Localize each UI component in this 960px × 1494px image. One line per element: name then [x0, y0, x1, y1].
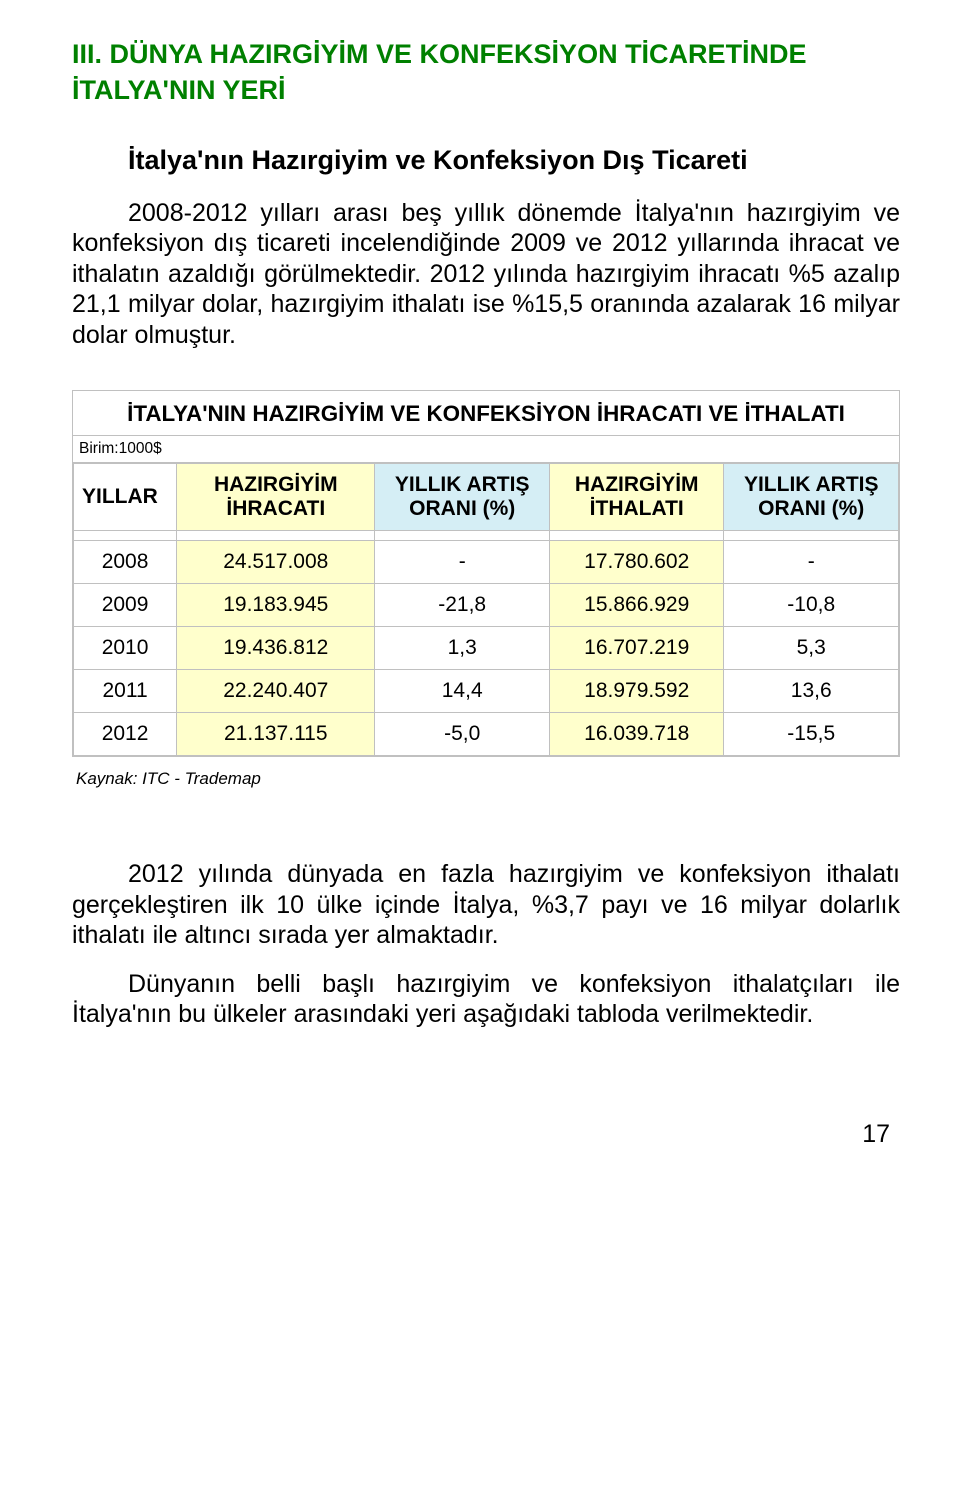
cell-exports: 22.240.407 [177, 670, 375, 713]
cell-growth1: - [375, 541, 550, 584]
cell-exports: 24.517.008 [177, 541, 375, 584]
table-body: 2008 24.517.008 - 17.780.602 - 2009 19.1… [74, 541, 899, 756]
cell-growth2: - [724, 541, 899, 584]
cell-growth1: -21,8 [375, 584, 550, 627]
paragraph-1: 2008-2012 yılları arası beş yıllık dönem… [72, 198, 900, 351]
cell-exports: 19.436.812 [177, 627, 375, 670]
trade-table-container: İTALYA'NIN HAZIRGİYİM VE KONFEKSİYON İHR… [72, 390, 900, 757]
table-title: İTALYA'NIN HAZIRGİYİM VE KONFEKSİYON İHR… [73, 391, 899, 436]
subsection-heading: İtalya'nın Hazırgiyim ve Konfeksiyon Dış… [72, 145, 900, 176]
col-header-growth2: YILLIK ARTIŞ ORANI (%) [724, 464, 899, 531]
cell-growth2: -15,5 [724, 713, 899, 756]
cell-growth2: 5,3 [724, 627, 899, 670]
table-unit-label: Birim:1000$ [73, 436, 222, 463]
paragraph-3: Dünyanın belli başlı hazırgiyim ve konfe… [72, 969, 900, 1030]
cell-imports: 17.780.602 [549, 541, 724, 584]
table-row: 2011 22.240.407 14,4 18.979.592 13,6 [74, 670, 899, 713]
table-row: 2012 21.137.115 -5,0 16.039.718 -15,5 [74, 713, 899, 756]
cell-year: 2008 [74, 541, 177, 584]
cell-imports: 18.979.592 [549, 670, 724, 713]
document-page: III. DÜNYA HAZIRGİYİM VE KONFEKSİYON TİC… [0, 0, 960, 1169]
trade-table: YILLAR HAZIRGİYİM İHRACATI YILLIK ARTIŞ … [73, 463, 899, 756]
table-row: 2008 24.517.008 - 17.780.602 - [74, 541, 899, 584]
cell-exports: 21.137.115 [177, 713, 375, 756]
cell-year: 2011 [74, 670, 177, 713]
cell-year: 2010 [74, 627, 177, 670]
cell-growth1: 1,3 [375, 627, 550, 670]
spacer [72, 789, 900, 859]
cell-exports: 19.183.945 [177, 584, 375, 627]
paragraph-2: 2012 yılında dünyada en fazla hazırgiyim… [72, 859, 900, 951]
table-unit-row: Birim:1000$ [73, 436, 899, 463]
col-header-years: YILLAR [74, 464, 177, 531]
col-header-exports: HAZIRGİYİM İHRACATI [177, 464, 375, 531]
col-header-imports: HAZIRGİYİM İTHALATI [549, 464, 724, 531]
cell-growth2: -10,8 [724, 584, 899, 627]
cell-year: 2009 [74, 584, 177, 627]
cell-imports: 16.039.718 [549, 713, 724, 756]
page-number: 17 [72, 1120, 900, 1149]
table-header-row: YILLAR HAZIRGİYİM İHRACATI YILLIK ARTIŞ … [74, 464, 899, 531]
cell-growth2: 13,6 [724, 670, 899, 713]
table-row: 2010 19.436.812 1,3 16.707.219 5,3 [74, 627, 899, 670]
cell-imports: 15.866.929 [549, 584, 724, 627]
cell-growth1: 14,4 [375, 670, 550, 713]
cell-imports: 16.707.219 [549, 627, 724, 670]
table-unit-blank [222, 436, 899, 463]
col-header-growth1: YILLIK ARTIŞ ORANI (%) [375, 464, 550, 531]
section-heading: III. DÜNYA HAZIRGİYİM VE KONFEKSİYON TİC… [72, 36, 900, 109]
table-row: 2009 19.183.945 -21,8 15.866.929 -10,8 [74, 584, 899, 627]
cell-growth1: -5,0 [375, 713, 550, 756]
cell-year: 2012 [74, 713, 177, 756]
table-spacer-row [74, 531, 899, 541]
table-source: Kaynak: ITC - Trademap [72, 767, 900, 789]
